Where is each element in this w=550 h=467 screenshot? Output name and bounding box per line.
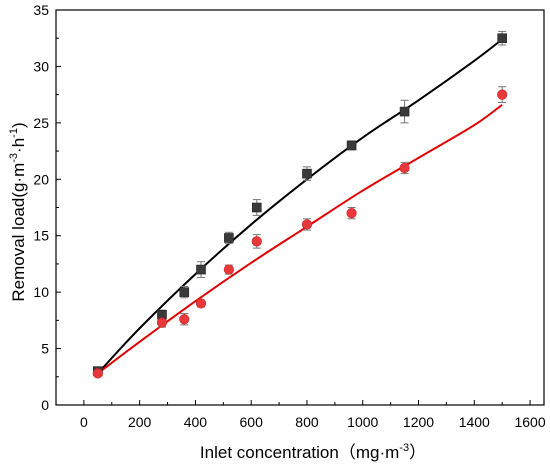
circle-point [251,236,262,247]
x-tick-label: 0 [80,414,88,430]
x-tick-label: 600 [240,414,264,430]
square-point [196,264,206,275]
square-point [302,168,312,179]
circle-point [179,314,190,325]
circle-point [195,298,207,309]
x-tick-label: 1000 [347,414,378,430]
x-tick-label: 1400 [459,414,490,430]
y-tick-label: 30 [33,58,49,74]
circle-point [497,89,508,100]
x-tick-label: 800 [295,414,319,430]
circle-point [156,317,168,328]
y-tick-label: 25 [33,115,49,131]
y-tick-label: 0 [41,397,49,413]
square-point [346,140,357,151]
y-axis-label: Removal load(g·m-3·h-1) [8,122,28,301]
circle-point [92,368,103,379]
square-point [399,106,410,117]
plot-frame [55,9,545,406]
circle-point [346,208,357,219]
square-point [224,233,234,243]
ticks-layer: 0 200 400 600 800 1000 1200 1400 1600 0 5 10 15 20 25 3… [33,2,545,430]
x-tick-label: 200 [128,414,152,430]
x-tick-label: 1600 [514,414,545,430]
circle-point [223,264,234,275]
circle-point [399,162,410,174]
y-tick-label: 15 [33,228,49,244]
data-points [92,33,508,379]
square-point [179,287,190,297]
square-point [497,33,507,44]
square-point [251,202,262,213]
x-tick-label: 400 [184,414,208,430]
y-tick-label: 35 [33,2,49,18]
circle-point [301,219,313,230]
y-tick-label: 20 [33,171,49,187]
y-tick-label: 5 [41,341,49,357]
y-tick-label: 10 [33,284,49,300]
x-axis-label: Inlet concentration（mg·m-3） [200,442,426,462]
x-tick-label: 1200 [403,414,434,430]
fit-line-2 [97,103,503,375]
